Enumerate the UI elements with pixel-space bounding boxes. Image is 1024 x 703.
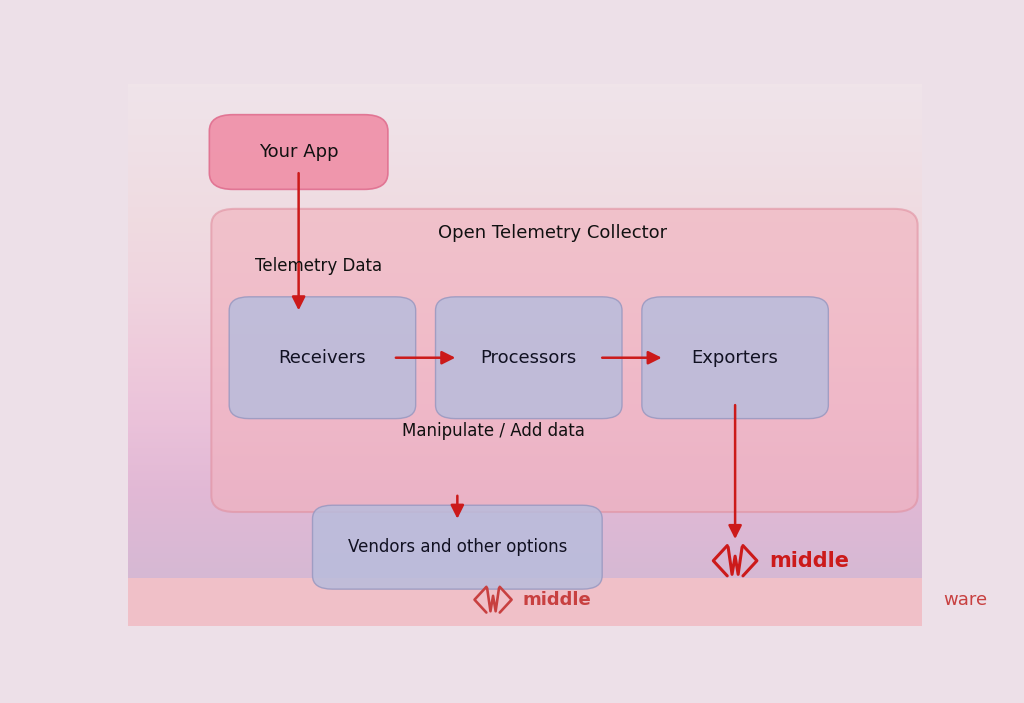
Text: middle: middle bbox=[522, 591, 591, 609]
FancyBboxPatch shape bbox=[209, 115, 388, 189]
Text: Open Telemetry Collector: Open Telemetry Collector bbox=[438, 224, 668, 243]
Text: Manipulate / Add data: Manipulate / Add data bbox=[401, 422, 585, 440]
FancyBboxPatch shape bbox=[211, 209, 918, 512]
FancyBboxPatch shape bbox=[312, 505, 602, 589]
FancyBboxPatch shape bbox=[435, 297, 622, 418]
Text: Telemetry Data: Telemetry Data bbox=[255, 257, 382, 275]
Text: Receivers: Receivers bbox=[279, 349, 367, 367]
FancyBboxPatch shape bbox=[229, 297, 416, 418]
Text: Your App: Your App bbox=[259, 143, 339, 161]
Text: Vendors and other options: Vendors and other options bbox=[348, 538, 567, 556]
Text: middle: middle bbox=[769, 550, 849, 571]
Text: ware: ware bbox=[943, 591, 987, 609]
Text: Exporters: Exporters bbox=[691, 349, 778, 367]
FancyBboxPatch shape bbox=[128, 578, 922, 626]
FancyBboxPatch shape bbox=[642, 297, 828, 418]
Text: Processors: Processors bbox=[480, 349, 577, 367]
